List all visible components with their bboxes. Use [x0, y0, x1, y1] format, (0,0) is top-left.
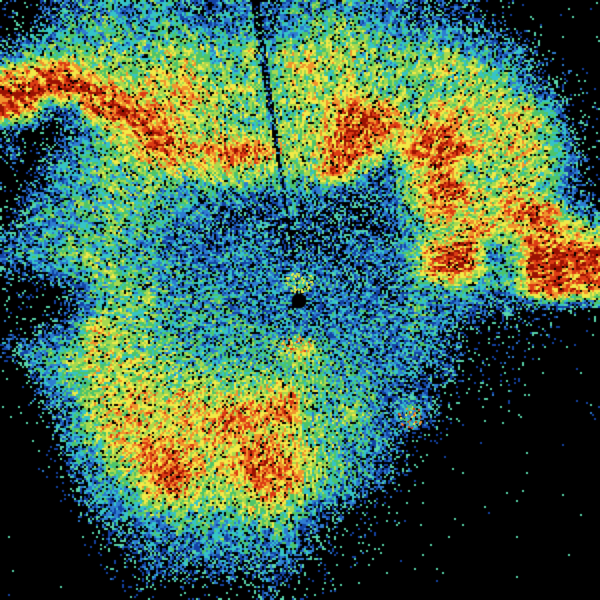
radar-display [0, 0, 600, 600]
radar-reflectivity-image [0, 0, 600, 600]
